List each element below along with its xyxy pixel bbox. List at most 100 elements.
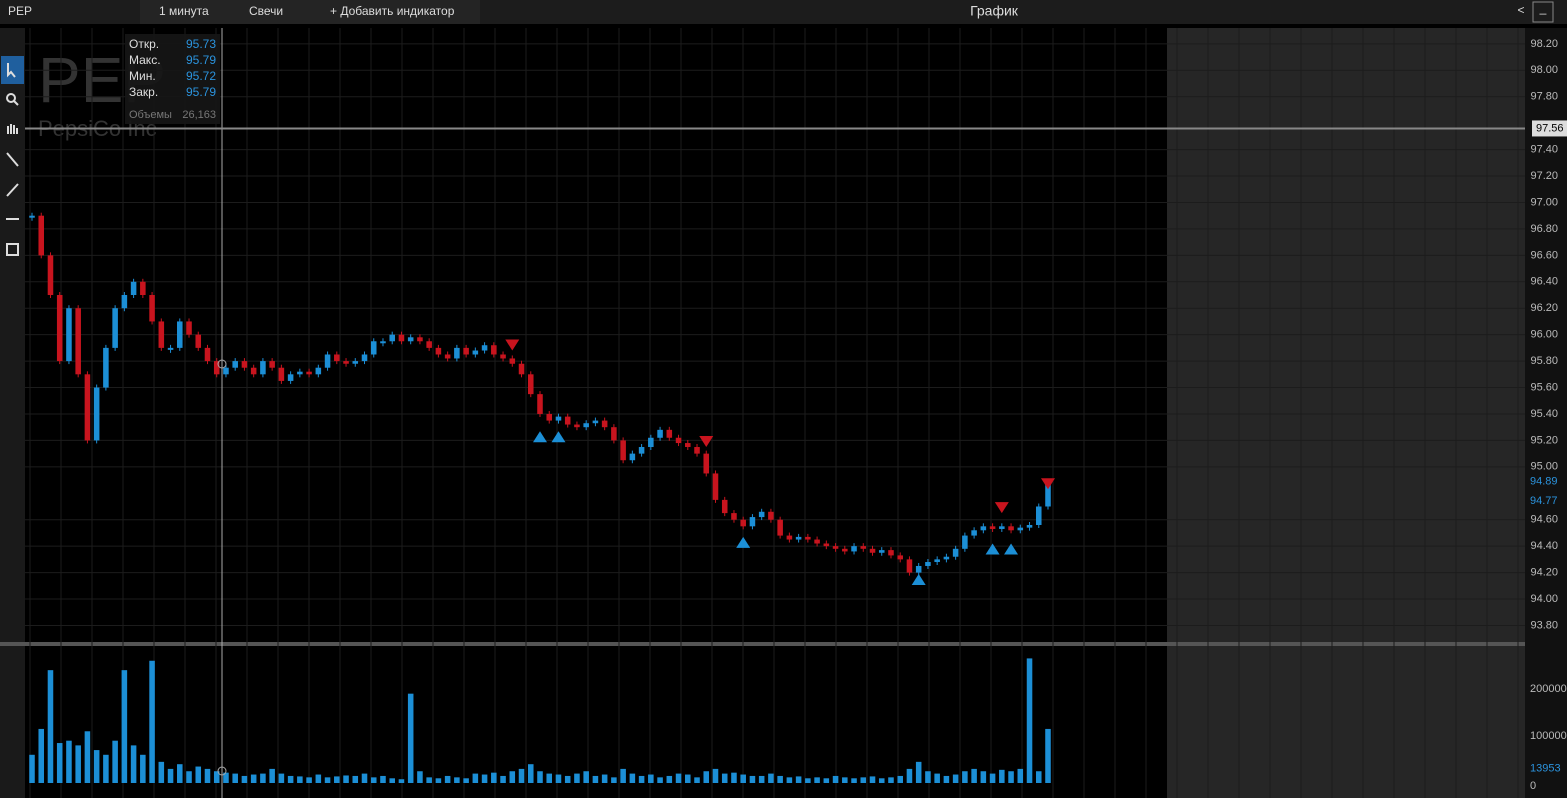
hand-icon[interactable]: [7, 124, 18, 134]
volume-bar: [223, 772, 229, 783]
volume-bar: [555, 774, 562, 783]
y-tick-label: 98.20: [1530, 38, 1558, 50]
y-tick-label: 94.40: [1530, 540, 1558, 552]
candle: [934, 559, 940, 563]
interval[interactable]: 1 минута: [159, 4, 209, 18]
volume-bar: [149, 660, 155, 783]
y-tick-label: 95.00: [1530, 461, 1558, 473]
candle: [786, 535, 793, 540]
minimize-frame[interactable]: [1532, 1, 1554, 23]
volume-bar: [638, 775, 645, 783]
crosshair-dot: [217, 359, 227, 369]
volume-bar: [250, 774, 257, 783]
line-icon[interactable]: [6, 152, 19, 167]
candle: [878, 550, 885, 553]
toolbar-buttons: [140, 0, 480, 24]
ohlc-label: Мин.: [129, 69, 156, 83]
y-tick-label: 97.40: [1530, 144, 1558, 156]
volume-bar: [177, 764, 183, 783]
volume-bar: [103, 754, 109, 783]
candle: [518, 363, 525, 375]
volume-bar: [195, 766, 202, 783]
volume-bar: [731, 772, 737, 783]
volume-bar: [962, 771, 968, 783]
volume-bar: [158, 761, 165, 783]
candle: [29, 215, 35, 218]
volume-bar: [740, 774, 746, 783]
candle: [75, 308, 81, 375]
last-price: 94.89: [1530, 475, 1558, 487]
candle: [149, 295, 155, 322]
zoom-icon[interactable]: [6, 93, 16, 103]
candle: [232, 361, 238, 368]
candle: [915, 565, 922, 573]
candle: [306, 371, 312, 375]
y-tick-label: 96.40: [1530, 276, 1558, 288]
minimize-button[interactable]: _: [1539, 1, 1547, 15]
back-button[interactable]: <: [1517, 3, 1524, 17]
candle: [851, 546, 857, 552]
volume-bar: [592, 775, 599, 783]
volume-bar: [999, 769, 1005, 783]
volume-bar: [952, 774, 959, 783]
candle: [130, 281, 137, 296]
candle: [564, 416, 571, 425]
volume-bar: [694, 777, 700, 783]
buy-signal: [551, 431, 566, 443]
candle: [1008, 526, 1014, 531]
candle: [213, 361, 220, 375]
candle: [805, 536, 811, 540]
volume-bar: [1026, 658, 1033, 783]
symbol[interactable]: PEP: [8, 4, 32, 18]
candle: [731, 513, 737, 520]
ohlc-value: 95.79: [186, 53, 216, 67]
y-tick-label: 97.00: [1530, 196, 1558, 208]
volume-bar: [685, 774, 691, 783]
add-indicator[interactable]: + Добавить индикатор: [330, 4, 455, 18]
candle: [352, 361, 359, 364]
volume-bar: [851, 778, 857, 783]
rect-icon[interactable]: [6, 243, 19, 256]
candle: [361, 354, 368, 362]
volume-tick-label: 200000: [1530, 683, 1567, 695]
candle: [435, 347, 442, 355]
y-tick-label: 94.60: [1530, 514, 1558, 526]
volume-bar: [435, 778, 442, 783]
chart-style[interactable]: Свечи: [249, 4, 283, 18]
volume-bar: [1035, 771, 1042, 783]
candle: [869, 548, 876, 553]
candle: [334, 354, 340, 362]
volume-tick-label: 0: [1530, 780, 1536, 792]
volume-bar: [814, 777, 820, 783]
volume-bar: [878, 778, 885, 783]
volume-bar: [352, 775, 359, 783]
volume-bar: [648, 774, 654, 783]
y-tick-label: 97.20: [1530, 170, 1558, 182]
arrow-icon[interactable]: [6, 183, 19, 197]
volume-bar: [888, 777, 894, 783]
candle: [287, 374, 294, 381]
tool-select-active[interactable]: [1, 56, 24, 84]
volume-bar: [167, 768, 174, 783]
volume-bar: [500, 775, 506, 783]
tools-panel: [0, 28, 25, 798]
volume-bar: [860, 777, 867, 783]
candle: [795, 536, 802, 540]
future-area: [1167, 28, 1525, 798]
candle: [574, 424, 580, 428]
candle: [823, 543, 830, 547]
volume-bar: [426, 777, 432, 783]
volume-bar: [140, 754, 146, 783]
candle: [666, 429, 673, 438]
candle: [685, 443, 691, 448]
panel-divider: [0, 642, 1525, 646]
candle: [56, 295, 63, 362]
volume-bar: [989, 773, 996, 783]
candle: [758, 511, 765, 518]
buy-signal: [533, 431, 547, 443]
candle: [888, 550, 894, 556]
cursor-icon[interactable]: [7, 63, 16, 78]
candle: [454, 347, 460, 359]
volume-bar: [29, 754, 35, 783]
